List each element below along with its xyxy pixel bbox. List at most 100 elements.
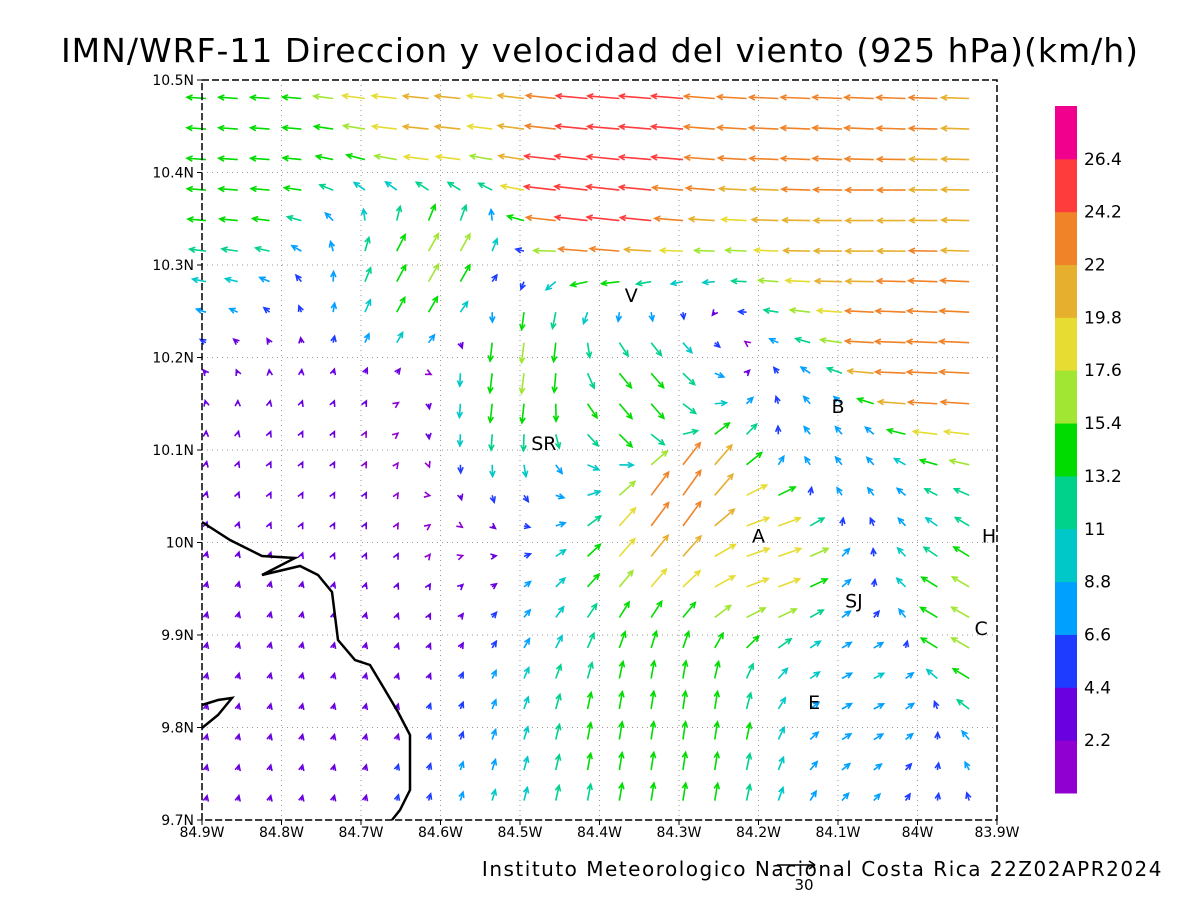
wind-arrow-shaft [845, 157, 874, 161]
wind-arrow-head [425, 642, 432, 650]
wind-arrow-head [660, 567, 668, 576]
wind-arrow-head [584, 183, 593, 191]
wind-arrow [905, 702, 916, 710]
wind-arrow-head [523, 666, 530, 674]
wind-arrow [298, 610, 305, 619]
wind-arrow [618, 689, 625, 710]
wind-arrow-head [873, 368, 882, 376]
wind-arrow-head [812, 217, 820, 224]
wind-arrow [234, 398, 242, 407]
wind-arrow [924, 516, 938, 527]
wind-arrow-head [466, 123, 474, 130]
wind-arrow-head [747, 94, 756, 101]
wind-arrow-head [392, 552, 399, 560]
wind-arrow-head [745, 751, 753, 760]
wind-arrow-shaft [618, 372, 632, 389]
wind-arrow-shaft [845, 340, 874, 344]
wind-arrow-head [626, 412, 634, 420]
wind-arrow [896, 546, 907, 557]
wind-arrow-shaft [586, 216, 620, 222]
wind-arrow-shaft [524, 155, 556, 161]
wind-arrow-head [425, 612, 432, 620]
wind-arrow-shaft [403, 95, 429, 100]
wind-arrow-head [461, 300, 469, 308]
wind-arrow-shaft [558, 248, 588, 252]
wind-arrow-shaft [875, 340, 906, 344]
wind-arrow [216, 155, 238, 162]
wind-arrow-head [490, 757, 498, 766]
wind-arrow [202, 550, 210, 559]
wind-arrow-head [487, 386, 494, 395]
wind-arrow-shaft [556, 94, 588, 100]
wind-arrow [427, 295, 439, 313]
wind-arrow [925, 668, 938, 680]
wind-arrow [618, 750, 625, 771]
wind-arrow [427, 333, 436, 344]
wind-arrow [266, 337, 273, 345]
wind-arrow [618, 214, 652, 222]
wind-arrow-shaft [909, 127, 938, 130]
wind-arrow-head [728, 575, 737, 582]
wind-arrow-head [329, 793, 337, 802]
wind-arrow-head [496, 92, 505, 100]
wind-arrow-shaft [713, 691, 719, 710]
wind-arrow [650, 659, 657, 679]
wind-arrow [220, 246, 238, 253]
wind-arrow [778, 547, 803, 558]
wind-arrow-head [713, 341, 722, 349]
wind-arrow-shaft [189, 248, 207, 252]
wind-arrow-head [651, 629, 659, 638]
wind-arrow-head [202, 459, 209, 468]
wind-arrow [781, 247, 811, 254]
wind-arrow-head [266, 793, 273, 802]
wind-arrow-head [324, 211, 332, 220]
wind-arrow [736, 308, 747, 316]
wind-arrow-head [617, 153, 626, 161]
wind-arrow-head [312, 123, 321, 131]
wind-arrow [468, 153, 493, 161]
wind-arrow [692, 247, 715, 254]
wind-arrow-head [938, 368, 946, 376]
wind-arrow [939, 216, 970, 224]
wind-arrow-head [662, 533, 670, 542]
wind-arrow-head [870, 577, 878, 586]
wind-arrow [557, 245, 588, 253]
wind-arrow [788, 307, 811, 314]
wind-arrow-head [628, 480, 637, 488]
wind-arrow-head [623, 600, 631, 609]
wind-arrow-head [465, 92, 474, 100]
wind-arrow-shaft [702, 280, 715, 284]
wind-arrow-head [258, 276, 266, 283]
wind-arrow-head [779, 124, 787, 132]
wind-arrow-head [488, 207, 495, 216]
wind-arrow [457, 641, 464, 650]
wind-arrow [586, 602, 598, 618]
wind-arrow-shaft [459, 301, 469, 313]
wind-arrow [714, 371, 726, 379]
wind-arrow [456, 521, 464, 529]
wind-arrow-head [518, 356, 526, 365]
wind-arrow-head [234, 671, 242, 680]
lat-tick-label: 10N [166, 536, 194, 552]
wind-arrow-head [876, 641, 885, 649]
wind-arrow-head [432, 232, 440, 240]
wind-arrow [746, 451, 764, 466]
wind-arrow-head [266, 702, 273, 711]
wind-arrow-head [717, 371, 726, 379]
coastline-west [201, 696, 236, 729]
wind-arrow-shaft [907, 340, 938, 344]
wind-arrow-shaft [939, 340, 970, 344]
wind-arrow-head [499, 183, 508, 190]
wind-arrow [779, 94, 811, 101]
wind-arrow [262, 306, 271, 314]
wind-arrow-shaft [783, 249, 811, 252]
wind-arrow-head [433, 93, 442, 100]
wind-arrow-shaft [746, 577, 769, 588]
wind-arrow-shaft [396, 332, 404, 344]
wind-arrow [458, 790, 465, 801]
wind-arrow-shaft [682, 403, 697, 415]
wind-arrow [745, 782, 753, 801]
wind-arrow-head [794, 547, 803, 554]
wind-arrow-head [843, 547, 851, 555]
wind-arrow-shaft [650, 600, 663, 618]
